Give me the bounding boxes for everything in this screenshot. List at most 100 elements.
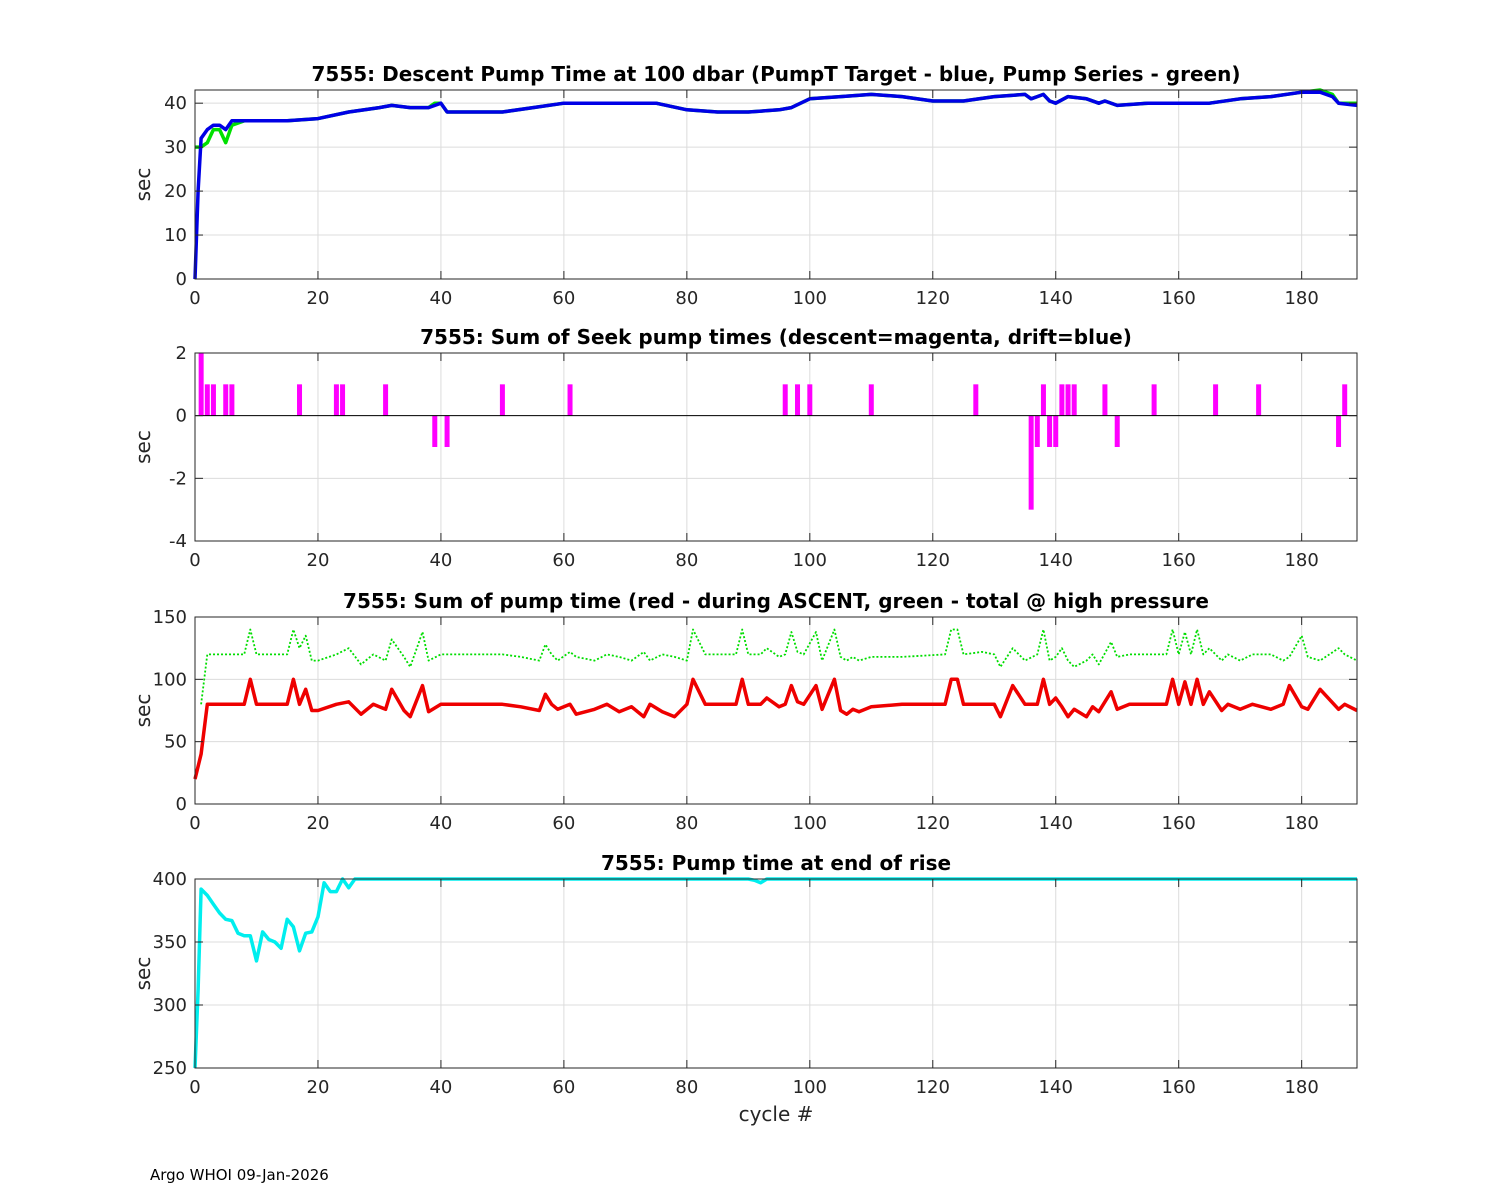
bar-descent	[1256, 384, 1262, 416]
x-tick-label: 100	[793, 813, 827, 834]
x-tick-label: 80	[675, 1077, 698, 1098]
plot-area	[195, 879, 1357, 1068]
y-axis-label: sec	[131, 168, 155, 202]
x-tick-label: 160	[1162, 550, 1196, 571]
y-tick-label: 20	[164, 181, 187, 202]
series-line-pumpt-target	[193, 90, 1358, 280]
bar-descent	[567, 384, 573, 416]
x-tick-label: 180	[1284, 550, 1318, 571]
axes-box	[194, 878, 1358, 1069]
footer-text: Argo WHOI 09-Jan-2026	[150, 1166, 329, 1184]
bar-descent	[1028, 415, 1034, 510]
y-tick-label: 0	[176, 794, 187, 815]
chart-title: 7555: Descent Pump Time at 100 dbar (Pum…	[312, 62, 1241, 86]
bar-descent	[807, 384, 813, 416]
bar-descent	[795, 384, 801, 416]
x-tick-label: 80	[675, 813, 698, 834]
bar-descent	[1059, 384, 1065, 416]
series-line-during-ascent	[193, 677, 1358, 780]
chart-panel-4: 0 20 40 60 80 100 120 140 160 180 250 300 350 400 7555…	[131, 851, 1358, 1126]
y-tick-label: 250	[153, 1058, 187, 1079]
bar-descent	[297, 384, 303, 416]
x-tick-label: 140	[1039, 1077, 1073, 1098]
bar-descent	[1114, 415, 1120, 447]
x-tick-label: 120	[916, 288, 950, 309]
bar-descent	[223, 384, 229, 416]
x-tick-label: 40	[429, 550, 452, 571]
plot-area	[195, 90, 1357, 279]
bar-descent	[1034, 415, 1040, 447]
chart-panel-3: 0 20 40 60 80 100 120 140 160 180 0 50 100 150 7555: S…	[131, 589, 1358, 834]
bar-descent	[340, 384, 346, 416]
y-tick-label: -2	[169, 468, 187, 489]
x-tick-label: 180	[1284, 288, 1318, 309]
x-tick-label: 40	[429, 1077, 452, 1098]
chart-panel-2: 0 20 40 60 80 100 120 140 160 180 -4 -2 0 2 7555: Sum …	[131, 325, 1358, 571]
y-axis-label: sec	[131, 957, 155, 991]
y-tick-label: 0	[176, 269, 187, 290]
chart-title: 7555: Pump time at end of rise	[601, 851, 951, 875]
x-tick-label: 100	[793, 1077, 827, 1098]
x-tick-label: 100	[793, 550, 827, 571]
x-tick-label: 60	[552, 1077, 575, 1098]
x-tick-label: 120	[916, 550, 950, 571]
axes-box	[194, 352, 1358, 542]
bar-descent	[1047, 415, 1053, 447]
bar-descent	[1071, 384, 1077, 416]
y-axis-label: sec	[131, 430, 155, 464]
bar-descent	[782, 384, 788, 416]
x-tick-label: 140	[1039, 813, 1073, 834]
bar-descent	[210, 384, 216, 416]
y-tick-label: 350	[153, 932, 187, 953]
y-tick-label: 40	[164, 93, 187, 114]
axes-box	[194, 89, 1358, 280]
plot-area	[195, 353, 1357, 541]
bar-descent	[1336, 415, 1342, 447]
x-tick-label: 80	[675, 550, 698, 571]
x-tick-label: 180	[1284, 813, 1318, 834]
axes-box	[194, 616, 1358, 805]
bar-descent	[868, 384, 874, 416]
y-tick-label: 400	[153, 869, 187, 890]
bar-descent	[432, 415, 438, 447]
bar-descent	[444, 415, 450, 447]
x-tick-label: 180	[1284, 1077, 1318, 1098]
x-tick-label: 100	[793, 288, 827, 309]
bar-descent	[383, 384, 389, 416]
y-tick-label: 100	[153, 669, 187, 690]
x-tick-label: 20	[307, 550, 330, 571]
y-tick-label: -4	[169, 531, 187, 552]
y-tick-label: 50	[164, 732, 187, 753]
y-tick-label: 30	[164, 137, 187, 158]
x-tick-label: 40	[429, 288, 452, 309]
series-line-total-high-pressure	[200, 628, 1358, 705]
x-tick-label: 60	[552, 288, 575, 309]
y-tick-label: 2	[176, 343, 187, 364]
bar-descent	[229, 384, 235, 416]
chart-panel-1: 0 20 40 60 80 100 120 140 160 180 0 10 20 30 40 7555: D…	[131, 62, 1358, 309]
chart-title: 7555: Sum of pump time (red - during ASC…	[343, 589, 1209, 613]
x-tick-label: 0	[189, 288, 200, 309]
bar-descent	[1040, 384, 1046, 416]
bar-descent	[204, 384, 210, 416]
bar-descent	[1053, 415, 1059, 447]
y-tick-label: 10	[164, 225, 187, 246]
x-tick-label: 140	[1039, 288, 1073, 309]
x-tick-label: 20	[307, 813, 330, 834]
x-tick-label: 120	[916, 1077, 950, 1098]
bar-descent	[973, 384, 979, 416]
plot-area	[195, 617, 1357, 804]
x-tick-label: 160	[1162, 813, 1196, 834]
x-tick-label: 80	[675, 288, 698, 309]
x-tick-label: 20	[307, 288, 330, 309]
x-tick-label: 0	[189, 1077, 200, 1098]
x-tick-label: 140	[1039, 550, 1073, 571]
x-tick-label: 160	[1162, 288, 1196, 309]
y-tick-label: 0	[176, 406, 187, 427]
x-axis-label: cycle #	[739, 1102, 814, 1126]
y-axis-label: sec	[131, 694, 155, 728]
x-tick-label: 160	[1162, 1077, 1196, 1098]
bar-descent	[198, 353, 204, 416]
y-tick-label: 150	[153, 607, 187, 628]
